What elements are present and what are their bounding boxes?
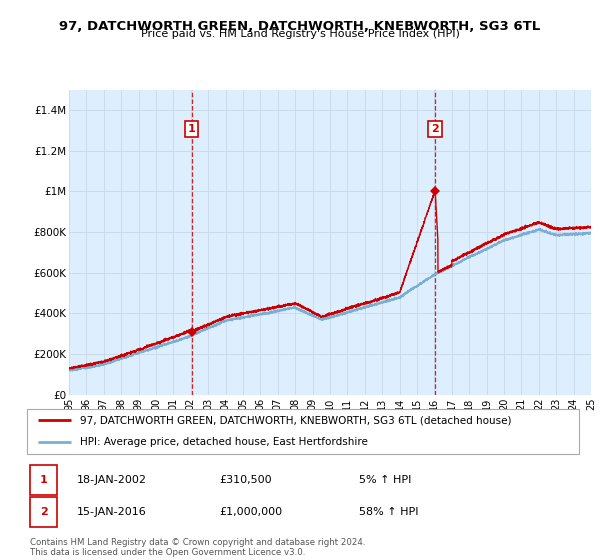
Text: HPI: Average price, detached house, East Hertfordshire: HPI: Average price, detached house, East… [80,437,368,447]
Text: £1,000,000: £1,000,000 [220,507,283,517]
Text: 2: 2 [40,507,47,517]
FancyBboxPatch shape [27,409,579,454]
FancyBboxPatch shape [29,497,58,527]
Text: 1: 1 [188,124,196,134]
Text: 18-JAN-2002: 18-JAN-2002 [77,475,147,486]
Text: 15-JAN-2016: 15-JAN-2016 [77,507,147,517]
Text: 1: 1 [40,475,47,486]
Text: Contains HM Land Registry data © Crown copyright and database right 2024.
This d: Contains HM Land Registry data © Crown c… [30,538,365,557]
Text: 5% ↑ HPI: 5% ↑ HPI [359,475,411,486]
FancyBboxPatch shape [29,465,58,496]
Text: Price paid vs. HM Land Registry's House Price Index (HPI): Price paid vs. HM Land Registry's House … [140,29,460,39]
Text: 58% ↑ HPI: 58% ↑ HPI [359,507,418,517]
Text: 2: 2 [431,124,439,134]
Text: £310,500: £310,500 [220,475,272,486]
Text: 97, DATCHWORTH GREEN, DATCHWORTH, KNEBWORTH, SG3 6TL (detached house): 97, DATCHWORTH GREEN, DATCHWORTH, KNEBWO… [80,415,511,425]
Text: 97, DATCHWORTH GREEN, DATCHWORTH, KNEBWORTH, SG3 6TL: 97, DATCHWORTH GREEN, DATCHWORTH, KNEBWO… [59,20,541,32]
